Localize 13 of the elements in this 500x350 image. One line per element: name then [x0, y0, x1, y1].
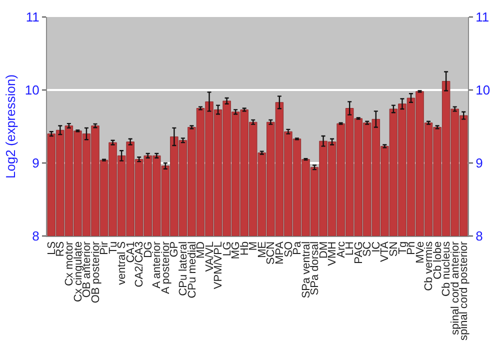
x-tick-label: spinal cord posterior — [458, 241, 470, 340]
y-tick-label: 10 — [24, 82, 40, 98]
x-tick-label: OB posterior — [90, 241, 102, 304]
y2-tick-label: 8 — [476, 228, 483, 244]
y-axis-title: Log2 (expression) — [2, 74, 18, 179]
y-tick-label: 11 — [26, 10, 40, 25]
y2-tick-label: 11 — [476, 10, 490, 25]
y-tick-label: 8 — [32, 228, 40, 244]
y2-tick-label: 9 — [476, 156, 483, 171]
x-tick-label: Tg — [396, 241, 409, 254]
y2-tick-label: 10 — [476, 82, 490, 98]
y-tick-label: 9 — [32, 156, 40, 171]
x-tick-label: A posterior — [160, 241, 172, 294]
